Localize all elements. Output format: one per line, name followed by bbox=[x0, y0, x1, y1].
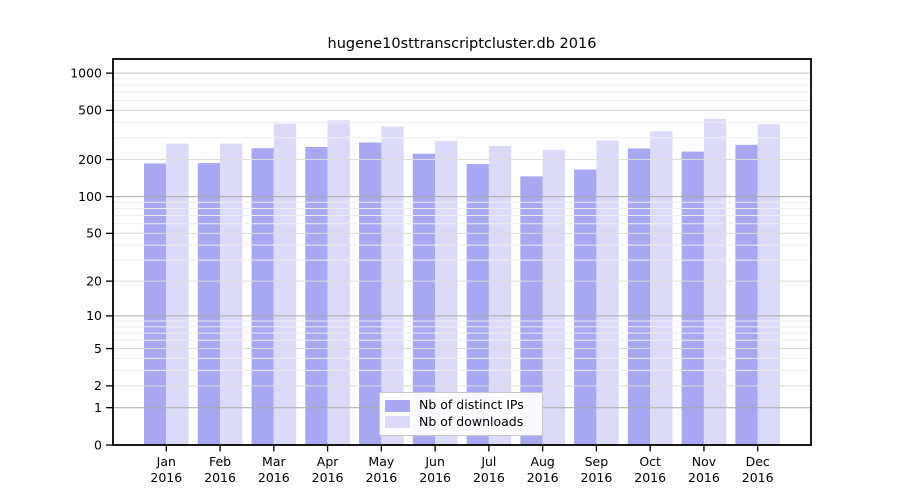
y-tick-label: 10 bbox=[86, 308, 102, 323]
y-tick-label: 0 bbox=[94, 437, 102, 452]
bar-distinct-ips-aug bbox=[520, 176, 543, 445]
x-tick-label-month: Nov bbox=[692, 454, 717, 469]
legend-swatch-distinct-ips bbox=[385, 399, 410, 412]
bar-distinct-ips-jun bbox=[412, 153, 436, 445]
bar-downloads-apr bbox=[327, 120, 350, 445]
x-tick-label-month: Dec bbox=[746, 454, 770, 469]
legend-item-downloads: Nb of downloads bbox=[385, 416, 534, 429]
x-tick-label-month: Sep bbox=[585, 454, 609, 469]
chart-title: hugene10sttranscriptcluster.db 2016 bbox=[327, 36, 597, 52]
bar-downloads-may bbox=[381, 126, 404, 445]
x-tick-label-year: 2016 bbox=[312, 470, 344, 485]
bar-downloads-aug bbox=[542, 149, 565, 445]
bar-distinct-ips-dec bbox=[735, 144, 758, 445]
bar-downloads-jan bbox=[166, 143, 189, 445]
bar-distinct-ips-sep bbox=[574, 169, 597, 445]
x-tick-label-year: 2016 bbox=[634, 470, 666, 485]
y-tick-label: 2 bbox=[94, 378, 102, 393]
legend-label-distinct-ips: Nb of distinct IPs bbox=[419, 397, 524, 413]
bar-downloads-dec bbox=[757, 124, 780, 446]
x-tick-label-year: 2016 bbox=[365, 470, 397, 485]
plot-border bbox=[112, 58, 812, 446]
x-tick-label-month: Jun bbox=[424, 454, 445, 469]
y-tick-label: 50 bbox=[86, 226, 102, 241]
bar-downloads-mar bbox=[273, 123, 297, 446]
y-tick-label: 1 bbox=[94, 400, 102, 415]
x-tick-label-year: 2016 bbox=[742, 470, 774, 485]
bar-distinct-ips-apr bbox=[305, 146, 328, 445]
x-tick-label-year: 2016 bbox=[688, 470, 720, 485]
y-tick-label: 500 bbox=[78, 103, 102, 118]
y-tick-label: 5 bbox=[94, 341, 102, 356]
bar-distinct-ips-nov bbox=[681, 151, 704, 445]
x-tick-label-month: Apr bbox=[317, 454, 339, 469]
x-tick-label-month: Jul bbox=[480, 454, 496, 469]
bar-downloads-nov bbox=[703, 118, 727, 445]
x-tick-label-year: 2016 bbox=[150, 470, 182, 485]
x-tick-label-month: Mar bbox=[262, 454, 286, 469]
y-tick-label: 20 bbox=[86, 273, 102, 288]
y-tick-label: 200 bbox=[78, 152, 102, 167]
x-tick-label-year: 2016 bbox=[581, 470, 613, 485]
x-tick-label-month: Jan bbox=[156, 454, 176, 469]
x-tick-label-year: 2016 bbox=[419, 470, 451, 485]
x-tick-label-month: Aug bbox=[530, 454, 554, 469]
y-tick-label: 1000 bbox=[70, 65, 102, 80]
bar-distinct-ips-feb bbox=[197, 163, 221, 445]
x-tick-label-year: 2016 bbox=[527, 470, 559, 485]
bar-distinct-ips-jan bbox=[144, 163, 167, 446]
bar-downloads-sep bbox=[596, 140, 619, 446]
x-tick-label-year: 2016 bbox=[473, 470, 505, 485]
bar-distinct-ips-oct bbox=[627, 148, 651, 445]
x-tick-label-month: Oct bbox=[639, 454, 661, 469]
bar-distinct-ips-jul bbox=[466, 163, 489, 446]
bar-downloads-feb bbox=[220, 143, 243, 445]
x-tick-label-year: 2016 bbox=[204, 470, 236, 485]
bar-downloads-jun bbox=[435, 140, 458, 446]
legend-label-downloads: Nb of downloads bbox=[419, 414, 524, 430]
bar-distinct-ips-mar bbox=[251, 148, 274, 445]
bar-downloads-oct bbox=[650, 131, 673, 446]
x-tick-label-month: May bbox=[368, 454, 394, 469]
y-tick-label: 100 bbox=[78, 189, 102, 204]
bar-distinct-ips-may bbox=[359, 142, 382, 445]
x-tick-label-month: Feb bbox=[209, 454, 231, 469]
legend-swatch-downloads bbox=[385, 416, 410, 429]
legend-item-distinct-ips: Nb of distinct IPs bbox=[385, 399, 534, 412]
x-tick-label-year: 2016 bbox=[258, 470, 290, 485]
legend: Nb of distinct IPs Nb of downloads bbox=[379, 392, 543, 436]
